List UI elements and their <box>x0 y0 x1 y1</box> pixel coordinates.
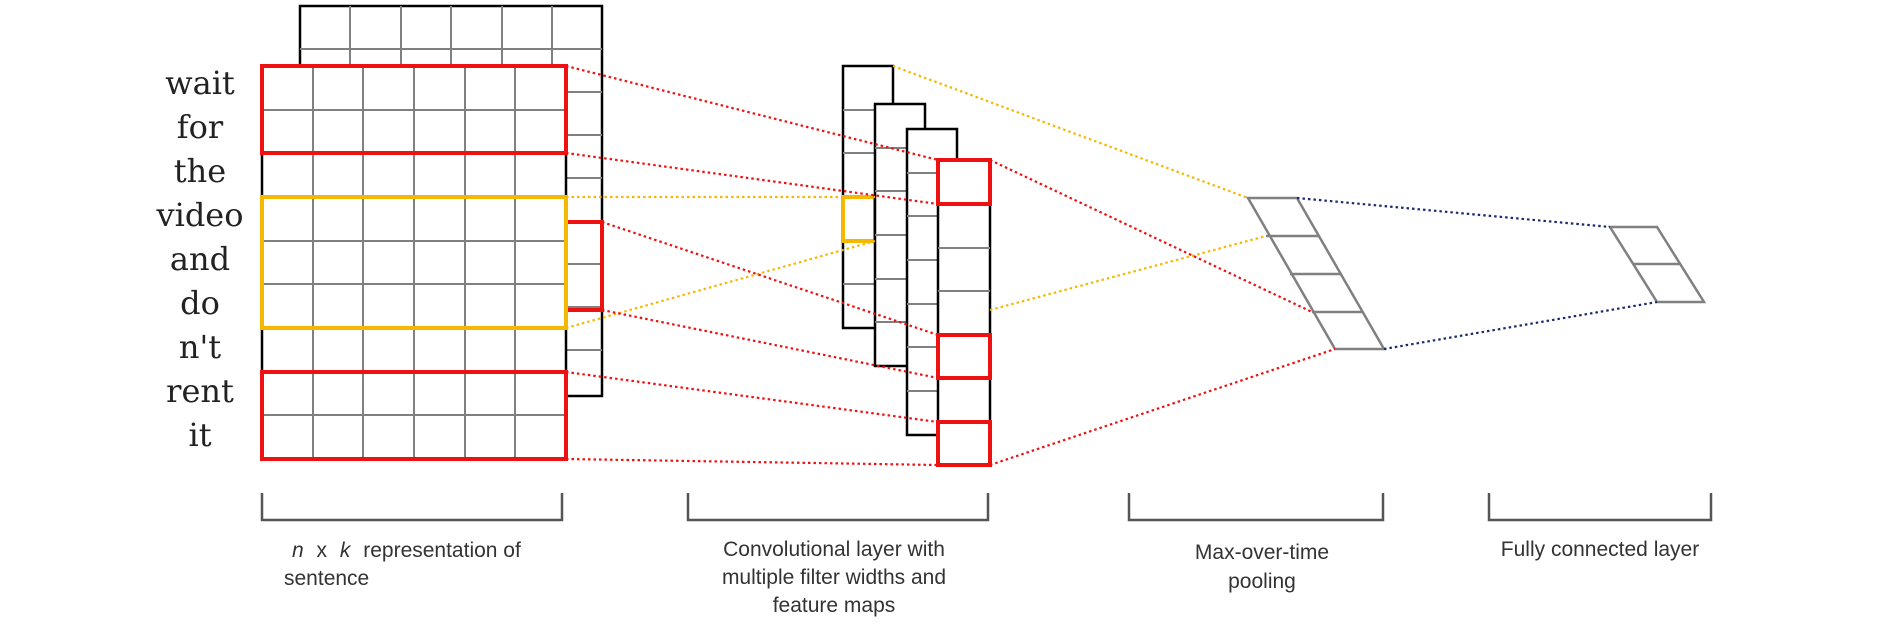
word-9: it <box>188 416 211 454</box>
caption-var-k: k <box>340 539 352 562</box>
conv-connections <box>565 64 939 467</box>
fully-connected-vector <box>1607 225 1707 304</box>
bracket-sentence <box>260 493 564 522</box>
sentence-words: wait for the video and do n't rent it <box>156 64 244 454</box>
fc-connections <box>1296 196 1658 351</box>
pooling-connections <box>892 64 1336 467</box>
feature-map-4-red-bottom <box>936 420 992 467</box>
caption-fc: Fully connected layer <box>1501 538 1699 561</box>
caption-conv-line2: multiple filter widths and <box>722 566 946 589</box>
caption-sentence-line2: sentence <box>284 567 369 590</box>
word-8: rent <box>166 372 234 410</box>
word-7: n't <box>179 328 221 366</box>
caption-pool-line1: Max-over-time <box>1195 541 1329 564</box>
feature-maps <box>841 64 992 467</box>
caption-pool-line2: pooling <box>1228 570 1296 593</box>
word-4: video <box>156 196 244 234</box>
word-2: for <box>177 108 224 146</box>
filter-region-middle <box>260 195 568 330</box>
captions: n x k representation of sentence Convolu… <box>284 538 1699 617</box>
caption-conv-line3: feature maps <box>773 594 896 617</box>
caption-times: x <box>317 539 328 562</box>
bracket-pool <box>1127 493 1385 522</box>
pooling-vector <box>1245 196 1387 351</box>
bracket-conv <box>686 493 990 522</box>
word-6: do <box>180 284 220 322</box>
section-brackets <box>260 493 1713 522</box>
filter-region-bottom <box>260 370 568 461</box>
filter-region-top <box>260 64 568 155</box>
embedding-matrix-front <box>260 64 568 461</box>
word-5: and <box>170 240 230 278</box>
caption-sentence-rest: representation of <box>363 539 521 562</box>
caption-sentence-line1: n x k representation of <box>292 539 521 562</box>
feature-map-4-red-top <box>936 158 992 206</box>
caption-conv-line1: Convolutional layer with <box>723 538 945 561</box>
feature-map-4-red-mid <box>936 333 992 380</box>
word-3: the <box>174 152 226 190</box>
word-1: wait <box>165 64 235 102</box>
bracket-fc <box>1487 493 1713 522</box>
caption-var-n: n <box>292 539 304 562</box>
